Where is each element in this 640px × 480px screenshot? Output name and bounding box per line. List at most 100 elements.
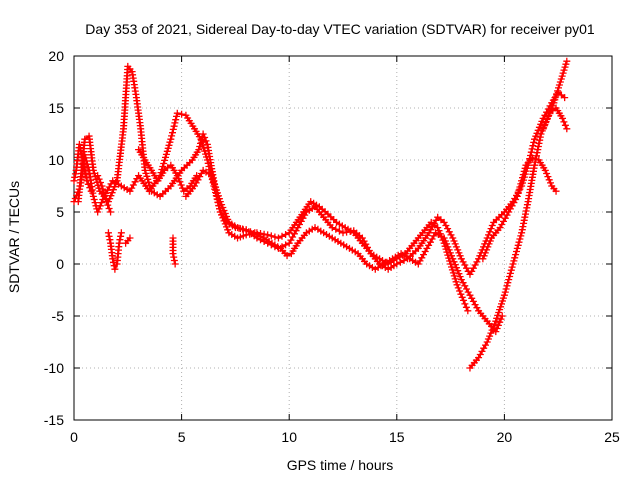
y-tick-label: -15 (44, 412, 64, 428)
data-point (510, 257, 518, 265)
data-point (332, 225, 340, 233)
data-point (536, 133, 544, 141)
data-point (89, 192, 97, 200)
data-point (107, 192, 115, 200)
data-point (531, 135, 539, 143)
data-point (99, 185, 107, 193)
data-point (147, 184, 154, 192)
series-track-j (169, 234, 179, 268)
data-point (97, 179, 104, 186)
data-point (107, 208, 115, 216)
series-track-g (135, 146, 201, 195)
data-point (479, 255, 487, 263)
data-point (116, 236, 124, 244)
data-point (96, 202, 104, 210)
y-tick-label: 10 (48, 152, 64, 168)
data-point (83, 177, 91, 185)
data-point (497, 315, 505, 323)
x-tick-labels: 0 5 10 15 20 25 (70, 429, 620, 445)
data-point (105, 205, 113, 212)
data-point (519, 171, 527, 179)
data-point (166, 138, 174, 146)
data-point (221, 210, 229, 217)
data-point (117, 232, 125, 240)
y-tick-labels: -15 -10 -5 0 5 10 15 20 (44, 48, 64, 428)
data-point (220, 207, 228, 214)
data-point (282, 241, 290, 249)
data-point (491, 320, 499, 328)
data-point (517, 232, 525, 240)
data-point (507, 266, 515, 274)
data-point (448, 266, 456, 274)
x-axis-label: GPS time / hours (287, 457, 394, 473)
chart-title: Day 353 of 2021, Sidereal Day-to-day VTE… (85, 21, 595, 37)
data-point (87, 187, 95, 195)
data-point (451, 261, 459, 269)
data-point (528, 154, 536, 162)
data-point (547, 179, 554, 187)
data-point (473, 258, 481, 266)
data-point (77, 150, 85, 158)
data-point (456, 287, 464, 295)
series-track-i (122, 234, 134, 247)
data-point (454, 267, 462, 275)
data-point (488, 326, 496, 334)
data-point (220, 217, 228, 225)
data-point (173, 109, 181, 117)
data-point (450, 272, 458, 280)
data-point (449, 255, 457, 263)
data-point (221, 220, 229, 228)
data-point (522, 207, 530, 215)
data-point (506, 269, 514, 277)
data-point (102, 198, 110, 206)
y-tick-label: 0 (56, 256, 64, 272)
y-tick-label: -10 (44, 360, 64, 376)
data-point (464, 307, 472, 315)
data-point (224, 215, 232, 223)
data-point (486, 237, 494, 245)
x-tick-label: 20 (497, 429, 513, 445)
data-point (544, 173, 552, 181)
data-point (201, 134, 209, 141)
data-point (502, 285, 510, 293)
data-point (550, 99, 558, 107)
data-point (445, 246, 453, 254)
data-point (328, 224, 336, 232)
data-point (515, 238, 523, 246)
data-point (561, 121, 569, 129)
data-point (539, 125, 547, 133)
data-point (559, 69, 567, 77)
data-point (126, 234, 134, 242)
data-point (414, 260, 422, 268)
data-point (454, 246, 462, 254)
data-point (452, 264, 460, 272)
data-point (454, 284, 462, 292)
data-point (506, 273, 514, 280)
data-point (170, 257, 178, 264)
data-point (483, 246, 491, 254)
data-point (492, 328, 500, 336)
data-point (196, 143, 204, 150)
data-point (216, 198, 224, 206)
data-point (104, 229, 112, 237)
data-point (173, 172, 181, 180)
y-axis-label: SDTVAR / TECUs (6, 181, 22, 293)
data-point (516, 235, 524, 243)
data-point (110, 258, 117, 266)
data-point (86, 184, 94, 192)
data-point (100, 188, 108, 196)
series-track-a (70, 88, 569, 278)
data-point (501, 288, 509, 296)
data-point (517, 180, 525, 188)
data-point (197, 139, 204, 147)
series-line (185, 169, 504, 333)
data-point (513, 192, 521, 200)
data-point (452, 243, 460, 251)
data-point (533, 149, 541, 157)
data-point (193, 172, 201, 180)
series-track-c (182, 166, 506, 336)
data-point (457, 290, 465, 298)
data-point (462, 303, 470, 311)
data-point (91, 199, 99, 207)
